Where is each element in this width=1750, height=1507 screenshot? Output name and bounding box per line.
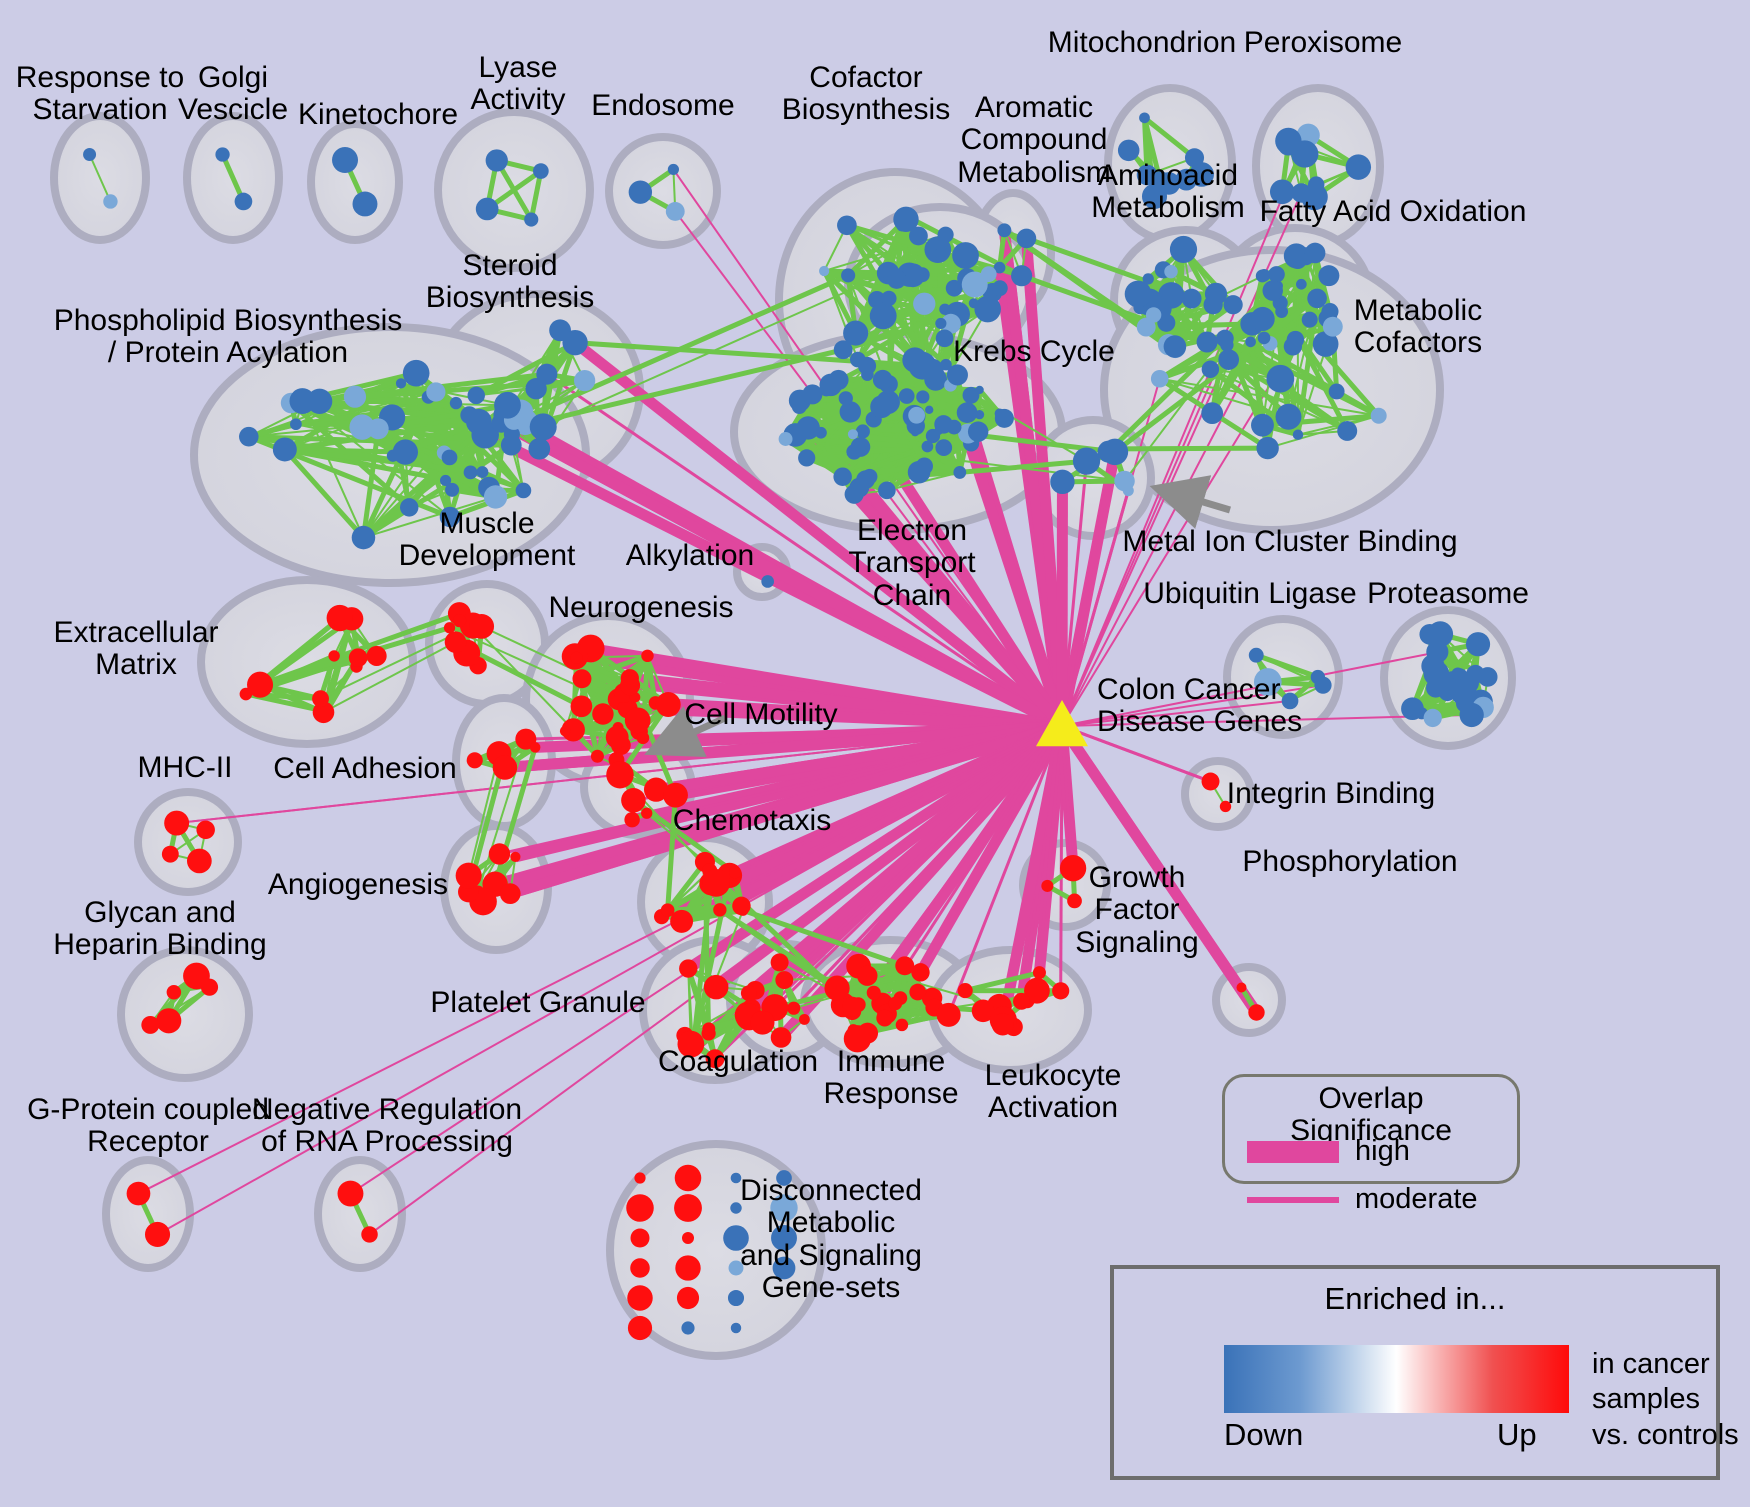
enrichment-legend-title: Enriched in... xyxy=(1324,1281,1506,1316)
high-significance-swatch xyxy=(1247,1140,1339,1163)
legend-row-moderate: moderate xyxy=(1247,1183,1478,1216)
high-significance-label: high xyxy=(1355,1135,1410,1167)
enrichment-low-label: Down xyxy=(1224,1417,1304,1452)
enrichment-side-text: in cancer samples vs. controls xyxy=(1592,1348,1739,1451)
moderate-significance-label: moderate xyxy=(1355,1183,1478,1215)
pointer-arrows xyxy=(644,475,1232,758)
moderate-significance-swatch xyxy=(1247,1196,1339,1203)
gene-set-nodes xyxy=(83,112,1498,1341)
enrichment-high-label: Up xyxy=(1497,1417,1537,1452)
legend-row-high: high xyxy=(1247,1135,1410,1168)
enrichment-color-bar xyxy=(1224,1345,1569,1413)
enrichment-legend: Enriched in... Down Up in cancer samples… xyxy=(1110,1265,1739,1480)
colon-cancer-hub-node[interactable] xyxy=(1036,700,1088,747)
overlap-significance-title: Overlap Significance xyxy=(1290,1082,1452,1148)
overlap-significance-legend: Overlap Significance high moderate xyxy=(1222,1074,1520,1215)
